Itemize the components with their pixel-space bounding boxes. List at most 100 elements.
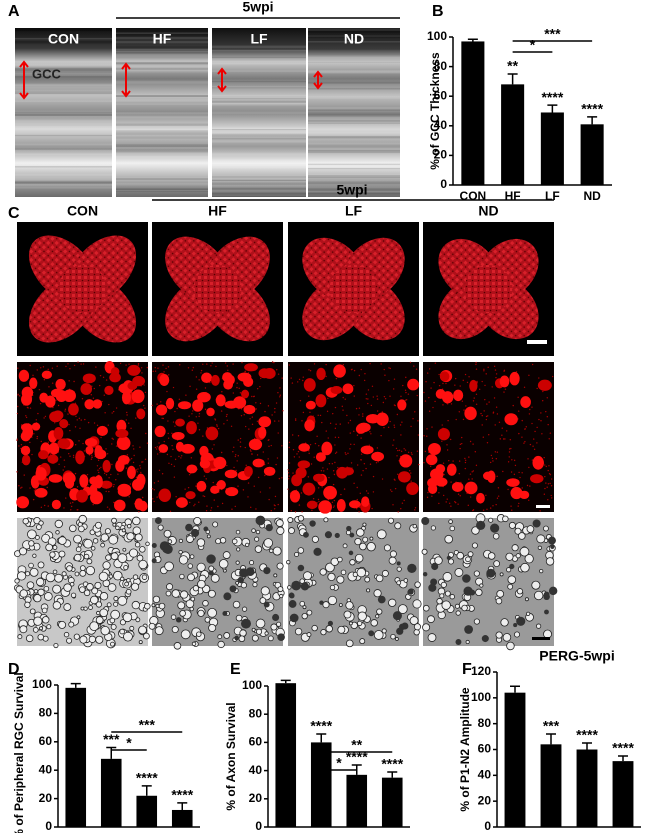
- speck: [356, 486, 358, 489]
- speck: [393, 404, 396, 406]
- group-label: 5wpi: [336, 182, 367, 198]
- degen: [407, 563, 417, 574]
- y-tick-label: 80: [478, 716, 492, 730]
- speck: [548, 472, 551, 475]
- axon: [170, 614, 177, 620]
- axon: [364, 576, 371, 583]
- speck: [32, 374, 34, 377]
- significance-label: ****: [581, 101, 603, 117]
- axon: [217, 640, 225, 649]
- speck: [69, 455, 71, 457]
- speck: [370, 404, 373, 407]
- axon: [506, 641, 515, 651]
- speck: [546, 486, 548, 488]
- speck: [251, 395, 253, 398]
- axon: [191, 641, 197, 646]
- degen: [407, 588, 414, 595]
- speck: [279, 387, 281, 389]
- speck: [223, 423, 225, 425]
- significance-label: ****: [171, 787, 193, 803]
- axon: [121, 528, 126, 533]
- y-axis-label: % of Peripheral RGC Survival: [12, 672, 26, 833]
- speck: [414, 509, 416, 511]
- speck: [448, 459, 450, 462]
- speck: [173, 476, 176, 478]
- speck: [273, 420, 276, 422]
- speck: [322, 467, 324, 469]
- speck: [313, 456, 315, 458]
- arrow-head: [121, 90, 131, 98]
- axon: [434, 556, 443, 565]
- speck: [529, 485, 531, 487]
- rgc-cell: [376, 412, 389, 426]
- degen: [532, 519, 541, 528]
- axon: [126, 523, 132, 529]
- rgc-cell: [127, 364, 141, 376]
- rgc-cell: [510, 486, 523, 500]
- speck: [433, 381, 435, 384]
- oct-texture: [116, 53, 208, 57]
- oct-texture: [15, 186, 112, 189]
- axon: [375, 574, 384, 583]
- speck: [292, 472, 294, 474]
- speck: [130, 427, 132, 430]
- speck: [67, 363, 69, 365]
- speck: [279, 394, 281, 396]
- speck: [473, 397, 475, 399]
- speck: [63, 466, 66, 468]
- speck: [281, 445, 283, 447]
- rgc-cell: [59, 419, 69, 429]
- oct-texture: [15, 75, 112, 78]
- rgc-cell: [453, 389, 464, 402]
- axon: [543, 525, 549, 532]
- speck: [87, 421, 90, 424]
- speck: [95, 366, 97, 368]
- speck: [43, 504, 46, 507]
- speck: [154, 446, 157, 449]
- axon: [45, 572, 56, 583]
- speck: [438, 373, 440, 376]
- speck: [166, 453, 169, 456]
- degen: [151, 558, 157, 564]
- axon: [104, 528, 111, 535]
- oct-texture: [15, 113, 112, 116]
- axon: [260, 586, 270, 596]
- speck: [492, 460, 494, 462]
- speck: [156, 403, 158, 405]
- speck: [333, 505, 335, 507]
- speck: [513, 459, 516, 462]
- speck: [502, 438, 505, 440]
- oct-texture: [15, 184, 112, 187]
- oct-texture: [212, 177, 306, 181]
- speck: [232, 451, 234, 453]
- speck: [308, 369, 310, 371]
- axon: [91, 587, 99, 595]
- degen: [234, 635, 239, 641]
- speck: [510, 447, 512, 450]
- panel-letter: A: [8, 3, 20, 20]
- speck: [493, 397, 496, 399]
- y-tick-label: 0: [255, 819, 262, 833]
- speck: [139, 467, 142, 469]
- speck: [270, 510, 272, 512]
- axon: [239, 629, 247, 637]
- speck: [112, 410, 115, 413]
- oct-texture: [212, 102, 306, 106]
- speck: [508, 448, 511, 450]
- speck: [296, 453, 298, 455]
- axon: [488, 517, 494, 523]
- oct-texture: [308, 136, 400, 138]
- axon: [129, 625, 135, 631]
- speck: [169, 510, 172, 513]
- axon: [126, 578, 131, 583]
- speck: [47, 441, 50, 443]
- error-bar: [547, 104, 558, 113]
- speck: [485, 415, 488, 418]
- axon: [272, 546, 282, 556]
- rgc-cell: [127, 381, 138, 390]
- axon: [357, 611, 367, 621]
- speck: [550, 478, 553, 480]
- speck: [392, 444, 394, 446]
- axon: [264, 631, 269, 636]
- degen: [346, 525, 352, 532]
